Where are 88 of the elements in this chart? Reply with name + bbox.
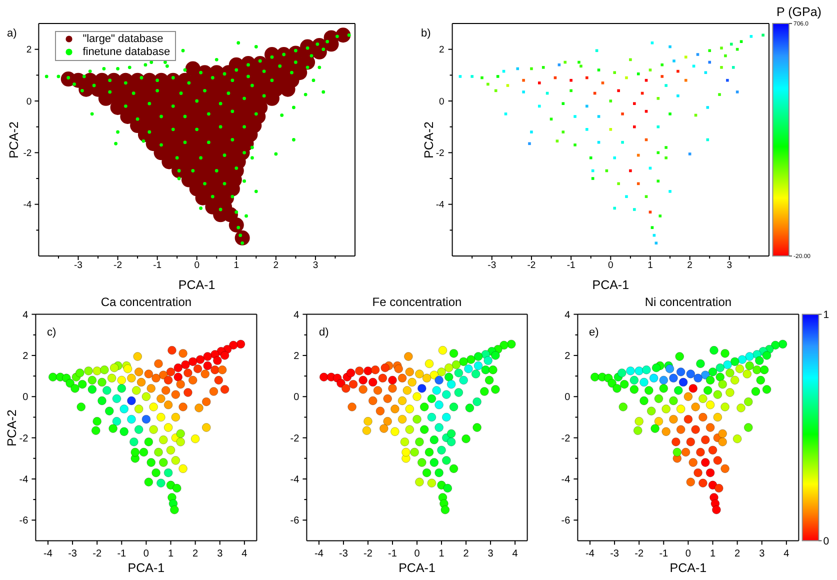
y-tick-label: -2 bbox=[290, 433, 300, 444]
y-tick-label: -6 bbox=[561, 516, 571, 527]
y-axis-title: PCA-2 bbox=[6, 121, 21, 158]
x-axis-title: PCA-1 bbox=[592, 278, 630, 292]
color-bar-label: 1 bbox=[823, 308, 830, 321]
x-tick-label: -3 bbox=[74, 260, 82, 271]
x-tick-label: -2 bbox=[92, 548, 102, 560]
x-tick-label: 4 bbox=[242, 548, 248, 560]
annotation: e) bbox=[589, 326, 599, 338]
x-tick-label: -4 bbox=[44, 548, 53, 560]
y-tick-label: -6 bbox=[290, 516, 300, 527]
x-tick-label: -4 bbox=[586, 548, 595, 560]
x-tick-label: -1 bbox=[117, 548, 127, 560]
x-tick-label: -2 bbox=[114, 260, 122, 271]
chart-title: Fe concentration bbox=[372, 294, 462, 309]
chart-title: Ca concentration bbox=[100, 294, 192, 309]
x-tick-label: 3 bbox=[726, 260, 732, 271]
x-tick-label: 1 bbox=[648, 260, 653, 271]
y-tick-label: -2 bbox=[436, 148, 444, 159]
x-tick-label: 3 bbox=[312, 260, 318, 271]
x-axis-title: PCA-1 bbox=[128, 560, 165, 575]
x-tick-label: -1 bbox=[153, 260, 162, 271]
x-tick-label: 1 bbox=[710, 548, 716, 560]
x-tick-label: 0 bbox=[608, 260, 614, 271]
x-tick-label: 2 bbox=[687, 260, 692, 271]
x-tick-label: 4 bbox=[512, 548, 518, 560]
color-bar-title: P (GPa) bbox=[776, 4, 822, 19]
x-tick-label: 0 bbox=[143, 548, 150, 560]
y-tick-label: -2 bbox=[561, 433, 571, 444]
y-tick-label: 4 bbox=[564, 310, 571, 321]
x-tick-label: 1 bbox=[438, 548, 445, 560]
x-tick-label: 4 bbox=[784, 548, 790, 560]
y-tick-label: 4 bbox=[22, 310, 29, 321]
y-tick-label: 0 bbox=[564, 392, 571, 404]
x-tick-label: 2 bbox=[273, 260, 279, 271]
y-tick-label: 2 bbox=[26, 44, 32, 56]
annotation: d) bbox=[319, 326, 329, 338]
y-tick-label: -4 bbox=[561, 474, 571, 486]
x-tick-label: -4 bbox=[314, 548, 324, 560]
x-tick-label: 2 bbox=[734, 548, 741, 560]
y-tick-label: 0 bbox=[26, 96, 32, 108]
x-tick-label: -2 bbox=[364, 548, 373, 560]
y-tick-label: 2 bbox=[439, 44, 444, 56]
x-tick-label: -3 bbox=[68, 548, 78, 560]
y-axis-title: PCA-2 bbox=[421, 121, 436, 158]
x-tick-label: 3 bbox=[759, 548, 766, 560]
text: a) bbox=[7, 28, 17, 40]
y-tick-label: 0 bbox=[22, 392, 29, 404]
legend-label: finetune database bbox=[82, 46, 170, 58]
x-tick-label: -2 bbox=[527, 260, 536, 271]
x-tick-label: -1 bbox=[566, 260, 576, 271]
chart-title: Ni concentration bbox=[644, 294, 732, 309]
x-tick-label: 0 bbox=[194, 260, 200, 271]
y-tick-label: -4 bbox=[436, 200, 444, 211]
color-bar-label: 0 bbox=[823, 535, 830, 548]
x-tick-label: 1 bbox=[168, 548, 174, 560]
x-tick-label: -3 bbox=[339, 548, 348, 560]
legend-label: "large" database bbox=[82, 32, 164, 46]
x-tick-label: 3 bbox=[488, 548, 494, 560]
y-tick-label: 4 bbox=[294, 310, 300, 321]
y-tick-label: 0 bbox=[294, 392, 300, 404]
x-axis-title: PCA-1 bbox=[398, 560, 436, 575]
y-tick-label: -2 bbox=[23, 148, 32, 159]
y-tick-label: 2 bbox=[22, 350, 29, 362]
text: b) bbox=[421, 28, 431, 40]
x-axis-title: PCA-1 bbox=[178, 278, 216, 292]
x-tick-label: -1 bbox=[388, 548, 398, 560]
y-tick-label: 0 bbox=[439, 96, 444, 108]
y-tick-label: -4 bbox=[19, 474, 29, 486]
x-tick-label: 2 bbox=[463, 548, 470, 560]
annotation: c) bbox=[47, 326, 56, 338]
x-tick-label: 2 bbox=[192, 548, 199, 560]
x-tick-label: -3 bbox=[488, 260, 496, 271]
x-axis-title: PCA-1 bbox=[670, 560, 707, 575]
x-tick-label: 0 bbox=[414, 548, 420, 560]
y-tick-label: -2 bbox=[19, 433, 29, 444]
y-tick-label: 2 bbox=[294, 350, 300, 362]
y-tick-label: -6 bbox=[19, 516, 29, 527]
x-tick-label: 0 bbox=[685, 548, 692, 560]
y-tick-label: -4 bbox=[23, 200, 32, 211]
x-tick-label: 3 bbox=[217, 548, 224, 560]
x-tick-label: 1 bbox=[234, 260, 240, 271]
y-tick-label: 2 bbox=[564, 350, 571, 362]
x-tick-label: -3 bbox=[610, 548, 620, 560]
y-axis-title: PCA-2 bbox=[4, 409, 19, 446]
y-tick-label: -4 bbox=[290, 474, 300, 486]
x-tick-label: -2 bbox=[634, 548, 644, 560]
x-tick-label: -1 bbox=[659, 548, 669, 560]
